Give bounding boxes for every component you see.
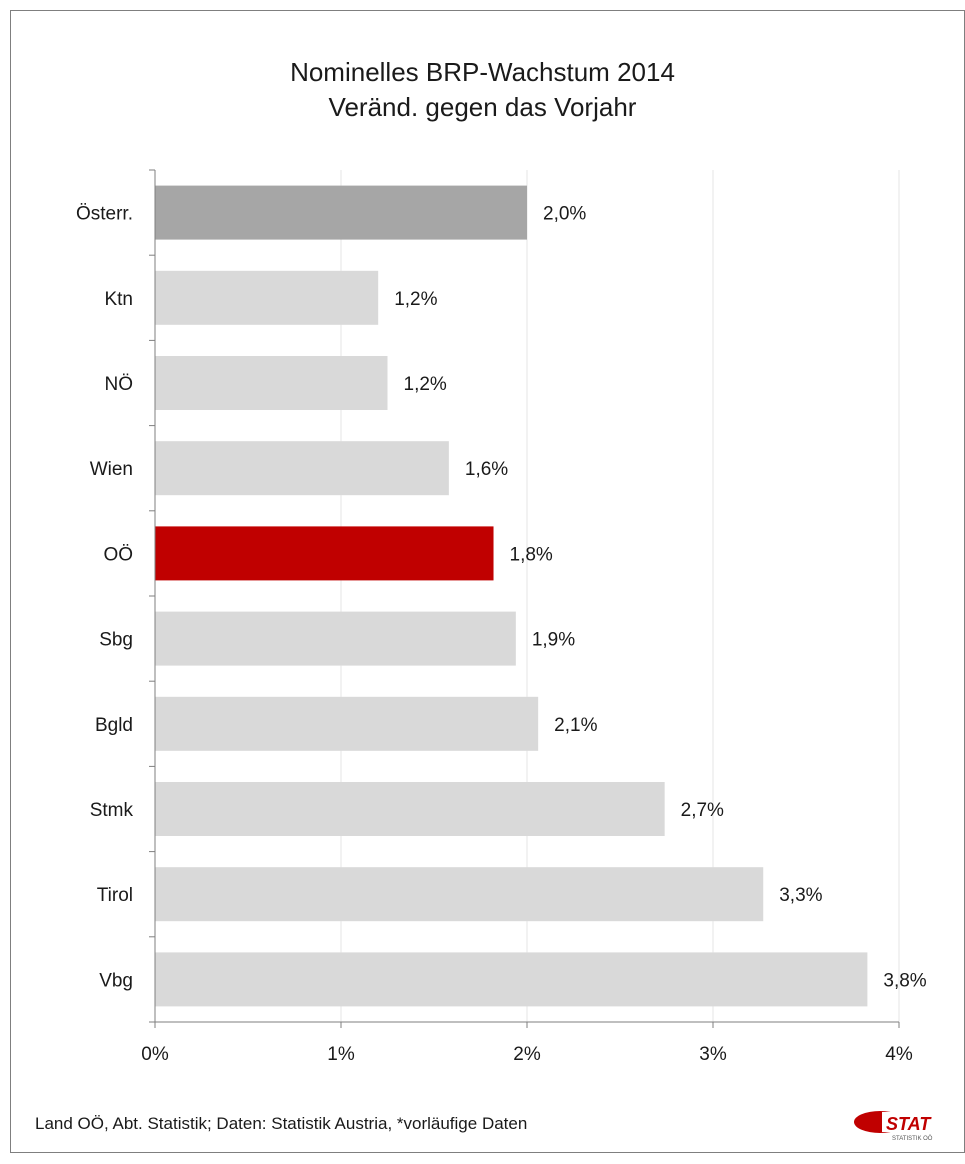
chart-title: Nominelles BRP-Wachstum 2014	[290, 57, 675, 87]
bar	[155, 611, 516, 666]
category-label: NÖ	[105, 374, 134, 395]
category-label: Wien	[90, 459, 133, 480]
category-label: Österr.	[76, 204, 133, 225]
x-tick-label: 4%	[885, 1044, 913, 1065]
bar	[155, 867, 764, 922]
logo-subtext: STATISTIK OÖ	[892, 1135, 933, 1142]
bar	[155, 782, 665, 836]
data-label: 1,2%	[404, 374, 447, 395]
x-tick-label: 1%	[327, 1044, 355, 1065]
bar	[155, 356, 388, 410]
data-label: 2,0%	[543, 204, 586, 225]
category-label: Bgld	[95, 715, 133, 736]
bar	[155, 952, 868, 1007]
logo-text-bg	[882, 1112, 938, 1132]
category-label: OÖ	[103, 544, 133, 565]
data-label: 1,8%	[510, 544, 553, 565]
bar	[155, 270, 379, 325]
category-label: Tirol	[97, 885, 133, 906]
bar	[155, 185, 527, 240]
bar	[155, 526, 494, 581]
x-tick-label: 2%	[513, 1044, 541, 1065]
footnote: Land OÖ, Abt. Statistik; Daten: Statisti…	[35, 1114, 528, 1133]
x-tick-label: 0%	[141, 1044, 169, 1065]
data-label: 2,7%	[681, 800, 724, 821]
category-label: Sbg	[99, 630, 133, 651]
bar	[155, 696, 539, 751]
logo-text: STAT	[886, 1114, 932, 1134]
category-label: Ktn	[104, 289, 133, 310]
data-label: 1,6%	[465, 459, 508, 480]
data-label: 2,1%	[554, 715, 597, 736]
x-tick-label: 3%	[699, 1044, 727, 1065]
data-label: 3,3%	[779, 885, 822, 906]
chart-title-block: Nominelles BRP-Wachstum 2014 Veränd. geg…	[0, 55, 965, 125]
data-label: 3,8%	[883, 970, 926, 991]
category-label: Stmk	[90, 800, 134, 821]
chart-subtitle: Veränd. gegen das Vorjahr	[328, 92, 637, 122]
stat-logo: STAT STATISTIK OÖ	[854, 1111, 938, 1142]
data-label: 1,2%	[394, 289, 437, 310]
data-label: 1,9%	[532, 630, 575, 651]
category-label: Vbg	[99, 970, 133, 991]
bar	[155, 441, 449, 496]
